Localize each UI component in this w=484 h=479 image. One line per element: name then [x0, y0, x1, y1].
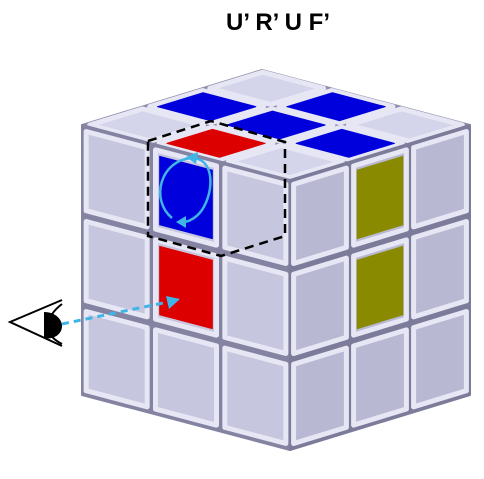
view-direction: [61, 300, 169, 326]
cube: [81, 69, 471, 451]
selected-cubie-outline: [146, 119, 287, 258]
front-sticker: [159, 155, 213, 240]
front-cubie: [222, 165, 289, 266]
right-sticker: [356, 245, 404, 330]
top-sticker: [166, 128, 266, 158]
top-cubie: [345, 106, 465, 144]
right-cubie: [411, 129, 469, 230]
right-cubie: [351, 327, 409, 428]
front-cubie: [222, 345, 289, 446]
front-cubie: [152, 327, 220, 428]
move-sequence: U’ R’ U F’: [226, 9, 330, 36]
right-cubie: [291, 255, 349, 356]
eye: [7, 299, 63, 347]
front-cubie: [222, 255, 289, 356]
view-arrowhead: [166, 296, 180, 309]
right-cubie: [291, 165, 349, 266]
top-cubie: [225, 143, 345, 181]
top-cubie: [207, 69, 327, 107]
top-sticker: [226, 110, 326, 140]
top-sticker: [286, 92, 386, 122]
right-sticker: [356, 155, 404, 240]
front-cubie: [83, 309, 150, 410]
right-cubie: [411, 219, 469, 320]
top-sticker: [295, 128, 395, 158]
front-cubie: [83, 129, 150, 230]
rotation-arrow: [158, 152, 212, 228]
front-cubie: [83, 219, 150, 320]
right-cubie: [291, 345, 349, 446]
right-cubie: [411, 309, 469, 410]
top-sticker: [157, 92, 257, 122]
top-cubie: [87, 106, 207, 144]
front-sticker: [159, 245, 213, 330]
